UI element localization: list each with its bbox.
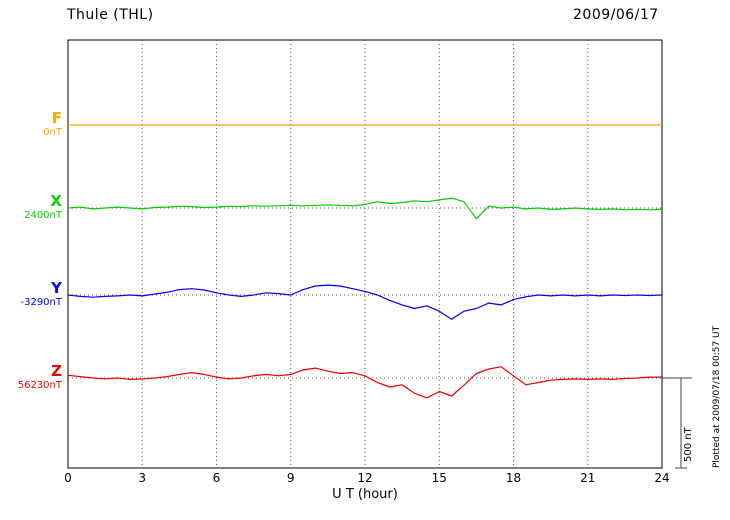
x-tick-label-24: 24 — [654, 471, 670, 485]
channel-label-F: F — [51, 109, 62, 127]
station-title: Thule (THL) — [67, 7, 154, 23]
plotted-at-note: Plotted at 2009/07/18 00:57 UT — [712, 325, 722, 468]
x-tick-label-15: 15 — [431, 471, 447, 485]
x-tick-label-12: 12 — [357, 471, 373, 485]
x-tick-label-21: 21 — [580, 471, 596, 485]
x-tick-label-9: 9 — [286, 471, 295, 485]
trace-Z — [67, 366, 662, 399]
x-tick-label-0: 0 — [64, 471, 72, 485]
scale-bar-label: 500 nT — [683, 427, 694, 462]
x-axis-label: U T (hour) — [332, 487, 398, 502]
channel-baseline-value-Y: -3290nT — [20, 297, 62, 308]
trace-Y — [67, 284, 663, 320]
channel-baseline-value-X: 2400nT — [24, 210, 62, 221]
channel-label-X: X — [50, 192, 62, 210]
date-label: 2009/06/17 — [573, 7, 659, 23]
channel-baseline-value-Z: 56230nT — [17, 380, 62, 391]
channel-label-Y: Y — [51, 279, 62, 297]
x-tick-label-18: 18 — [505, 471, 522, 485]
x-tick-label-6: 6 — [212, 471, 221, 485]
channel-label-Z: Z — [51, 362, 62, 380]
channel-baseline-value-F: 0nT — [43, 127, 62, 138]
trace-X — [67, 197, 663, 220]
x-tick-label-3: 3 — [138, 471, 147, 485]
